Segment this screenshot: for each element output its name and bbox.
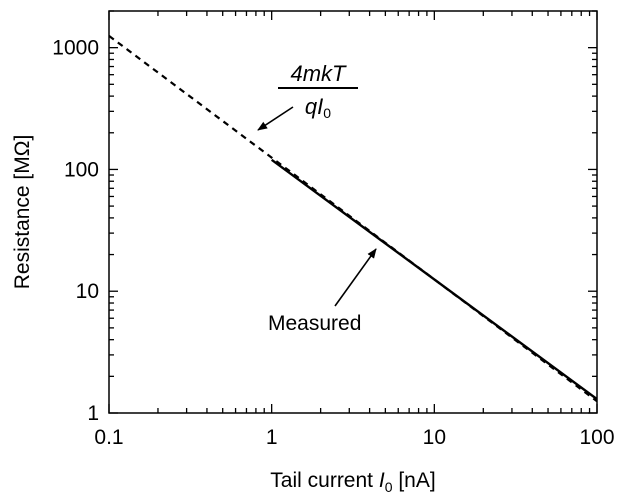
x-axis-title: Tail current I0 [nA] xyxy=(270,469,435,495)
x-tick-label: 1 xyxy=(266,426,278,449)
series-line-measured xyxy=(270,158,597,401)
series-layer xyxy=(109,34,597,403)
y-axis-title: Resistance [MΩ] xyxy=(11,135,34,290)
x-tick-labels: 0.1 1 10 100 xyxy=(94,426,614,449)
y-tick-label: 10 xyxy=(76,280,99,303)
formula-denominator-subscript: 0 xyxy=(323,105,331,121)
measured-annotation: Measured xyxy=(268,248,377,335)
y-tick-labels: 1 10 100 1000 xyxy=(52,37,99,425)
axis-ticks xyxy=(108,10,598,414)
y-tick-label: 1 xyxy=(87,402,99,425)
formula-denominator-symbol: qI xyxy=(305,94,323,119)
y-tick-label: 1000 xyxy=(52,37,99,60)
x-tick-label: 100 xyxy=(579,426,614,449)
x-axis-title-subscript: 0 xyxy=(385,479,393,495)
measured-arrow xyxy=(334,248,377,307)
formula-denominator: qI0 xyxy=(305,94,331,121)
formula-numerator: 4mkT xyxy=(291,61,348,86)
x-tick-label: 0.1 xyxy=(94,426,123,449)
formula-arrow xyxy=(257,106,294,131)
y-tick-label: 100 xyxy=(64,158,99,181)
plot-frame xyxy=(108,10,598,414)
x-tick-label: 10 xyxy=(423,426,446,449)
measured-label: Measured xyxy=(268,312,361,335)
x-axis-title-suffix: [nA] xyxy=(392,469,435,492)
x-axis-title-symbol: I xyxy=(379,469,385,492)
formula-annotation: 4mkT qI0 xyxy=(257,61,358,131)
x-axis-title-prefix: Tail current xyxy=(270,469,379,492)
